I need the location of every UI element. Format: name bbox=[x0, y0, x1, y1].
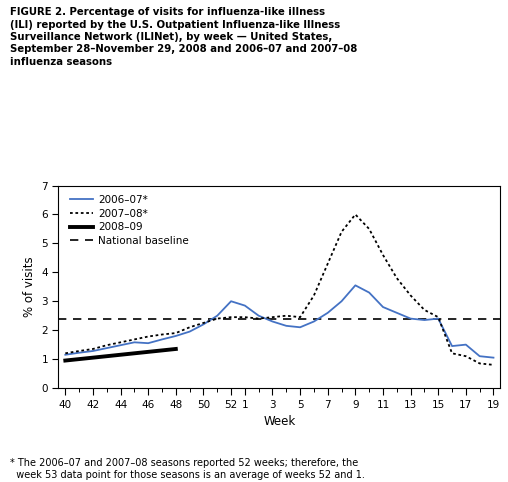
Legend: 2006–07*, 2007–08*, 2008–09, National baseline: 2006–07*, 2007–08*, 2008–09, National ba… bbox=[68, 193, 191, 248]
X-axis label: Week: Week bbox=[263, 415, 296, 428]
Text: FIGURE 2. Percentage of visits for influenza-like illness
(ILI) reported by the : FIGURE 2. Percentage of visits for influ… bbox=[10, 7, 358, 67]
Y-axis label: % of visits: % of visits bbox=[23, 256, 36, 317]
Text: * The 2006–07 and 2007–08 seasons reported 52 weeks; therefore, the
  week 53 da: * The 2006–07 and 2007–08 seasons report… bbox=[10, 458, 365, 480]
